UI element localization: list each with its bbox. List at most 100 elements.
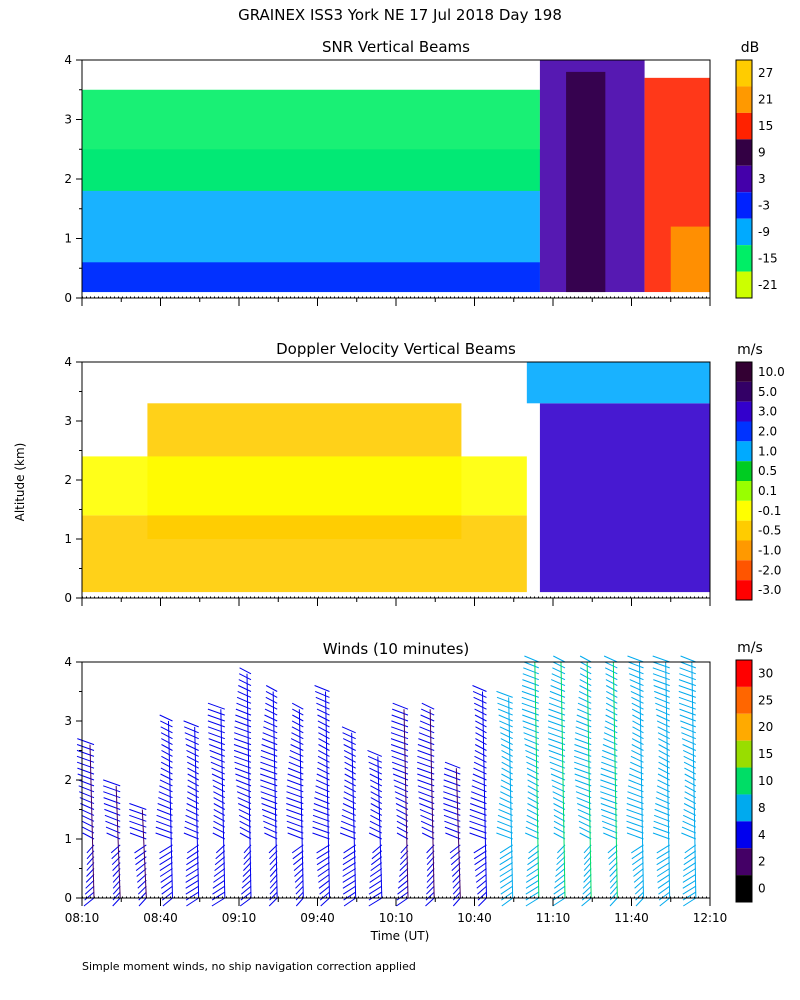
y-tick-label: 4 [64, 655, 72, 669]
colorbar-label: 9 [758, 146, 766, 160]
panel-title: SNR Vertical Beams [322, 38, 470, 56]
colorbar-swatch [736, 848, 752, 876]
colorbar-swatch [736, 441, 752, 462]
colorbar-swatch [736, 794, 752, 822]
wind-barbs [469, 685, 487, 907]
colorbar-label: -15 [758, 251, 778, 265]
wind-barbs [207, 702, 226, 907]
colorbar-label: 0.5 [758, 464, 777, 478]
colorbar-unit: m/s [737, 342, 763, 358]
wind-staff [325, 691, 330, 899]
wind-staff [377, 756, 383, 899]
wind-staff [194, 726, 200, 899]
wind-barbs [367, 749, 383, 907]
wind-staff [612, 661, 618, 899]
colorbar-swatch [736, 245, 752, 272]
colorbar-label: -0.1 [758, 504, 781, 518]
wind-staff [403, 709, 409, 899]
colorbar-frame [735, 59, 753, 299]
colorbar-label: -3.0 [758, 583, 781, 597]
colorbar-label: 2.0 [758, 424, 777, 438]
x-axis-label: Time (UT) [370, 929, 430, 943]
wind-barbs [678, 655, 697, 907]
y-tick-label: 0 [64, 291, 72, 305]
wind-staff [115, 785, 121, 899]
y-tick-label: 0 [64, 591, 72, 605]
wind-profile [129, 803, 147, 907]
colorbar-label: 3.0 [758, 405, 777, 419]
wind-barbs [417, 702, 435, 907]
y-tick-label: 2 [64, 473, 72, 487]
panel-title: Winds (10 minutes) [323, 640, 470, 658]
wind-barbs [312, 685, 330, 907]
colorbar-label: 1.0 [758, 444, 777, 458]
wind-staff [272, 691, 278, 899]
colorbar-swatch [736, 713, 752, 741]
colorbar-label: -21 [758, 278, 778, 292]
wind-profile [678, 655, 697, 907]
colorbar-swatch [736, 60, 752, 87]
wind-profile [574, 655, 592, 907]
wind-staff [508, 697, 514, 899]
colorbar-swatch [736, 740, 752, 768]
wind-staff [89, 744, 95, 899]
wind-profile [469, 685, 487, 907]
wind-profile [417, 702, 435, 907]
colorbar-swatch [736, 86, 752, 113]
wind-staff [455, 768, 461, 899]
colorbar-frame [735, 361, 753, 601]
wind-profile [207, 702, 226, 907]
colorbar-swatch [736, 520, 752, 541]
y-tick-label: 3 [64, 714, 72, 728]
wind-profile [339, 726, 357, 907]
wind-staff [665, 661, 671, 899]
colorbar-swatch [736, 362, 752, 382]
colorbar-swatch [736, 218, 752, 246]
colorbar-unit: dB [741, 40, 760, 56]
wind-profile [183, 720, 200, 907]
wind-profile [233, 667, 252, 907]
colorbar-label: 21 [758, 93, 773, 107]
wind-profile [547, 655, 566, 907]
y-tick-label: 1 [64, 232, 72, 246]
wind-profile [443, 761, 461, 907]
wind-barbs [103, 779, 121, 907]
x-tick-label: 09:10 [222, 911, 257, 925]
y-axis-label: Altitude (km) [13, 443, 27, 522]
colorbar-label: 30 [758, 666, 773, 680]
y-tick-label: 1 [64, 832, 72, 846]
heatmap-region [82, 456, 527, 516]
wind-staff [482, 691, 487, 899]
colorbar-label: -1.0 [758, 543, 781, 557]
wind-profile [286, 702, 304, 907]
colorbar-label: 15 [758, 747, 773, 761]
panel-title: Doppler Velocity Vertical Beams [276, 340, 516, 358]
wind-barbs [574, 655, 592, 907]
heatmap-region [539, 403, 710, 593]
colorbar-swatch [736, 481, 752, 501]
wind-staff [429, 709, 435, 899]
wind-staff [246, 673, 252, 899]
heatmap-region [566, 71, 606, 293]
panel-2: Doppler Velocity Vertical Beams 0 1 2 3 4 10.0… [64, 340, 785, 606]
colorbar-label: -0.5 [758, 524, 781, 538]
heatmap-region [82, 89, 540, 191]
x-tick-label: 10:40 [457, 911, 492, 925]
wind-profile [260, 685, 278, 907]
wind-staff [168, 720, 173, 899]
wind-profile [600, 655, 618, 907]
wind-staff [691, 661, 697, 899]
wind-barbs [260, 685, 278, 907]
heatmap-region [526, 362, 710, 404]
wind-barbs [600, 655, 618, 907]
x-tick-label: 10:10 [379, 911, 414, 925]
colorbar-swatch [736, 421, 752, 442]
colorbar-label: 0.1 [758, 484, 777, 498]
colorbar-swatch [736, 821, 752, 849]
wind-staff [586, 661, 592, 899]
colorbar-swatch [736, 686, 752, 714]
panel-1: SNR Vertical Beams 0 1 2 3 4 27 21 15 9 3 -3 -9 -15 -2… [64, 38, 778, 306]
colorbar-label: 3 [758, 172, 766, 186]
wind-profile [103, 779, 121, 907]
